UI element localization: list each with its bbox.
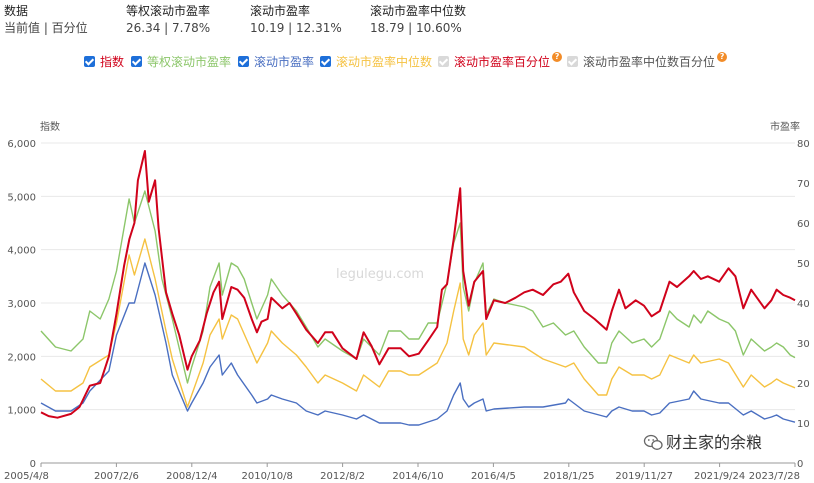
legend-label: 等权滚动市盈率	[147, 54, 232, 69]
x-tick-label: 2008/12/4	[166, 471, 217, 482]
series-line-0	[40, 150, 796, 419]
chart-axes: 0 1,000 2,000 3,000 4,000 5,000 6,000 0 10 20 30 40…	[4, 139, 810, 482]
chart-series	[40, 150, 796, 426]
signature-text: 财主家的余粮	[666, 433, 762, 452]
stat-value: 10.19 | 12.31%	[250, 21, 342, 35]
y-axis-right-label: 市盈率	[770, 120, 800, 133]
watermark: legulegu.com	[336, 267, 424, 282]
checkbox-icon[interactable]	[567, 55, 578, 67]
stat-name: 滚动市盈率	[250, 4, 311, 18]
y-tick-label-left: 2,000	[7, 352, 36, 363]
y-tick-label-left: 3,000	[7, 299, 36, 310]
legend-label: 滚动市盈率百分位	[454, 54, 551, 69]
y-tick-label-right: 20	[797, 379, 810, 390]
legend-label: 滚动市盈率中位数	[336, 54, 433, 69]
y-tick-label-left: 6,000	[7, 139, 36, 150]
checkbox-icon[interactable]	[320, 55, 331, 67]
legend-label: 滚动市盈率中位数百分位	[583, 54, 716, 69]
legend-label: 滚动市盈率	[254, 54, 315, 69]
x-tick-label: 2010/10/8	[242, 471, 293, 482]
y-tick-label-left: 5,000	[7, 192, 36, 203]
y-tick-label-right: 80	[797, 139, 810, 150]
legend-label: 指数	[100, 54, 125, 69]
checkbox-icon[interactable]	[131, 55, 142, 67]
stats-panel: 数据 当前值 | 百分位 等权滚动市盈率 26.34 | 7.78% 滚动市盈率…	[0, 0, 814, 40]
y-tick-label-right: 70	[797, 179, 810, 190]
y-tick-label-right: 60	[797, 219, 810, 230]
x-tick-label: 2005/4/8	[4, 471, 49, 482]
chart-legend: 指数 等权滚动市盈率 滚动市盈率 滚动市盈率中位数 滚动市盈率百分位 ? 滚动市…	[0, 52, 814, 72]
legend-item-rolling-pe-median-percentile[interactable]: 滚动市盈率中位数百分位 ?	[567, 52, 728, 70]
legend-item-index[interactable]: 指数	[84, 52, 124, 70]
stat-equal-weight-pe: 等权滚动市盈率 26.34 | 7.78%	[126, 3, 210, 37]
series-line-2	[40, 262, 796, 426]
x-tick-label: 2018/1/25	[543, 471, 594, 482]
stat-value: 26.34 | 7.78%	[126, 21, 211, 35]
help-icon[interactable]: ?	[552, 52, 563, 62]
legend-item-rolling-pe[interactable]: 滚动市盈率	[238, 52, 314, 70]
y-tick-label-right: 40	[797, 299, 810, 310]
checkbox-icon[interactable]	[238, 55, 249, 67]
stats-label-sub: 当前值 | 百分位	[4, 21, 88, 35]
x-tick-label: 2021/9/24	[694, 471, 745, 482]
stats-label-title: 数据	[4, 4, 29, 18]
help-icon[interactable]: ?	[717, 52, 728, 62]
series-line-1	[40, 190, 796, 384]
y-tick-label-left: 1,000	[7, 406, 36, 417]
legend-item-rolling-pe-median[interactable]: 滚动市盈率中位数	[320, 52, 432, 70]
x-tick-label: 2014/6/10	[392, 471, 443, 482]
stats-label-column: 数据 当前值 | 百分位	[4, 3, 88, 37]
y-tick-label-left: 0	[30, 459, 36, 470]
y-tick-label-left: 4,000	[7, 246, 36, 257]
y-tick-label-right: 50	[797, 259, 810, 270]
stat-name: 等权滚动市盈率	[126, 4, 211, 18]
wechat-icon	[643, 434, 663, 450]
y-tick-label-right: 10	[797, 419, 810, 430]
checkbox-icon[interactable]	[438, 55, 449, 67]
legend-item-rolling-pe-percentile[interactable]: 滚动市盈率百分位 ?	[438, 52, 563, 70]
stat-value: 18.79 | 10.60%	[370, 21, 462, 35]
y-tick-label-right: 30	[797, 339, 810, 350]
legend-item-equal-weight-pe[interactable]: 等权滚动市盈率	[131, 52, 231, 70]
x-tick-label: 2012/8/2	[320, 471, 365, 482]
checkbox-icon[interactable]	[84, 55, 95, 67]
stat-name: 滚动市盈率中位数	[370, 4, 467, 18]
series-line-3	[40, 238, 796, 408]
signature: 财主家的余粮	[643, 433, 762, 452]
stat-rolling-pe-median: 滚动市盈率中位数 18.79 | 10.60%	[370, 3, 466, 37]
x-tick-label: 2023/7/28	[749, 471, 800, 482]
stat-rolling-pe: 滚动市盈率 10.19 | 12.31%	[250, 3, 342, 37]
x-tick-label: 2016/4/5	[471, 471, 516, 482]
x-tick-label: 2019/11/27	[615, 471, 673, 482]
y-axis-left-label: 指数	[40, 120, 60, 133]
y-tick-label-right: 0	[797, 459, 803, 470]
x-tick-label: 2007/2/6	[94, 471, 139, 482]
